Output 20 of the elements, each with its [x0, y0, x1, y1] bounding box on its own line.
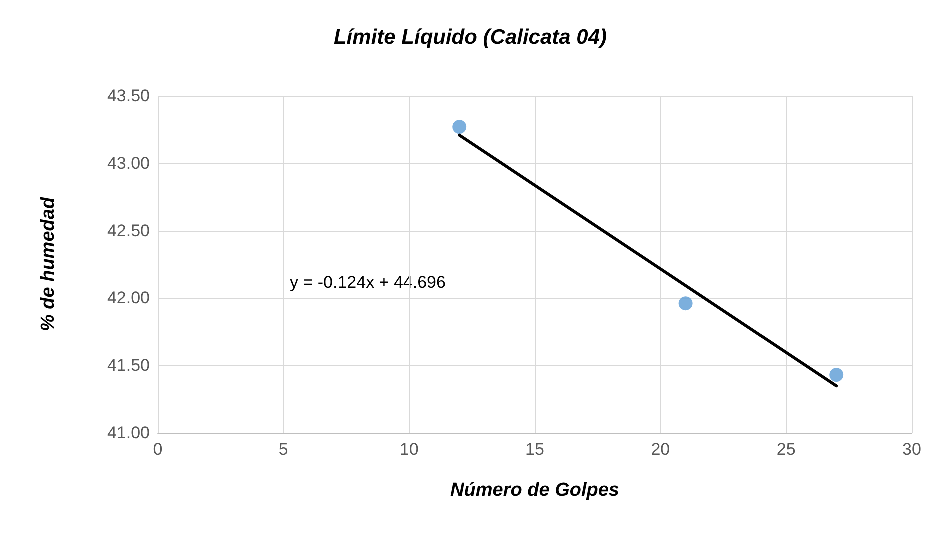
x-tick-label: 20	[651, 440, 670, 459]
x-axis-title: Número de Golpes	[450, 480, 620, 501]
x-tick-label: 0	[153, 440, 163, 459]
point	[830, 368, 844, 382]
x-tick-label: 30	[902, 440, 922, 459]
x-tick-label: 15	[526, 440, 544, 459]
y-tick-label: 42.00	[107, 288, 150, 308]
y-tick-label: 41.50	[107, 356, 150, 376]
x-tick-label: 10	[400, 440, 419, 459]
x-tick-label: 5	[278, 440, 288, 459]
point	[452, 120, 467, 134]
y-tick-label: 42.50	[107, 221, 150, 240]
y-tick-label: 41.00	[107, 424, 150, 442]
y-axis-title: % de humedad	[38, 197, 59, 332]
point	[678, 296, 693, 311]
x-tick-label: 25	[776, 440, 796, 459]
y-tick-label: 43.50	[107, 86, 150, 106]
y-tick-label: 43.00	[107, 154, 150, 173]
chart-title: Límite Líquido (Calicata 04)	[334, 26, 608, 49]
annotation: y = -0.124x + 44.696	[290, 273, 446, 292]
